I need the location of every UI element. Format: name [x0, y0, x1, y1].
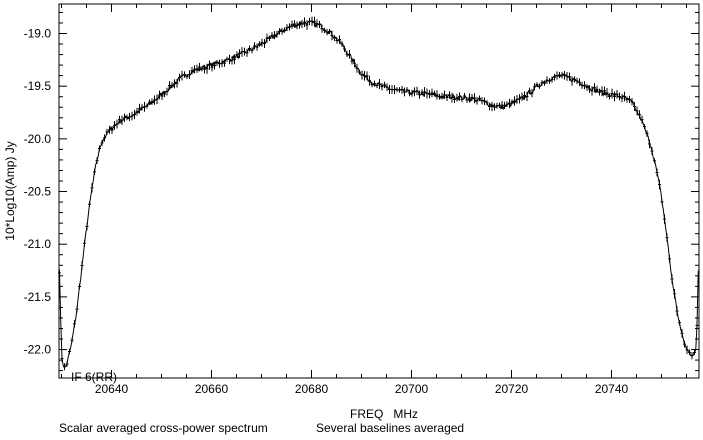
- series-layer: [58, 16, 699, 371]
- y-axis-ticks: -19.0 -19.5 -20.0 -20.5 -21.0 -21.5 -22.0: [24, 11, 699, 372]
- x-axis-title: FREQ MHz: [350, 407, 418, 421]
- caption-left: Scalar averaged cross-power spectrum: [59, 421, 268, 435]
- y-tick-label: -20.0: [24, 132, 52, 146]
- x-tick-label: 20660: [195, 382, 229, 396]
- y-tick-label: -19.5: [24, 79, 52, 93]
- y-tick-label: -22.0: [24, 343, 52, 357]
- error-bars: [58, 16, 699, 371]
- x-axis-ticks: 20640 20660 20680 20700 20720 20740: [61, 4, 687, 396]
- y-tick-label: -21.5: [24, 290, 52, 304]
- x-tick-label: 20740: [595, 382, 629, 396]
- plot-frame: [58, 3, 700, 379]
- caption-right: Several baselines averaged: [316, 421, 464, 435]
- spectrum-line: [59, 20, 699, 368]
- x-tick-label: 20640: [95, 382, 129, 396]
- x-tick-label: 20720: [495, 382, 529, 396]
- if-annotation: IF 6(RR): [71, 370, 117, 384]
- y-tick-label: -19.0: [24, 26, 52, 40]
- y-tick-label: -20.5: [24, 185, 52, 199]
- x-tick-label: 20680: [295, 382, 329, 396]
- y-tick-label: -21.0: [24, 237, 52, 251]
- y-axis-title: 10*Log10(Amp) Jy: [3, 141, 17, 240]
- x-tick-label: 20700: [395, 382, 429, 396]
